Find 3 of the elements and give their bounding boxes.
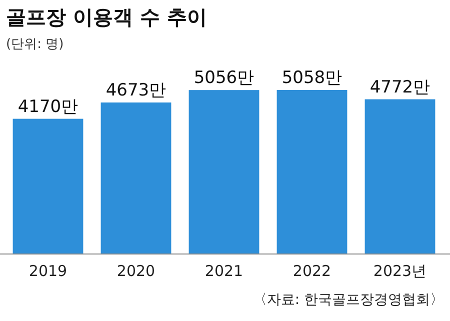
annotation: 〈자료: 한국골프장경영협회〉 (252, 292, 444, 308)
title: 골프장 이용객 수 추이 (6, 5, 207, 29)
subtitle: (단위: 명) (6, 37, 64, 52)
